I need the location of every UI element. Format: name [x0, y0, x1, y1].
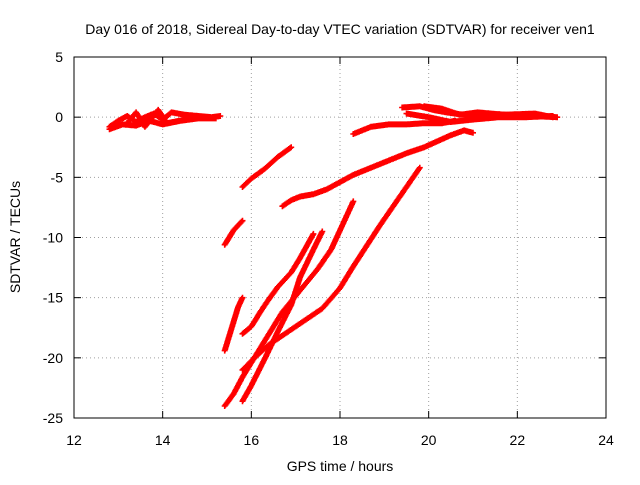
- data-markers: [221, 198, 357, 409]
- data-track-12: [239, 230, 317, 337]
- y-tick-label: -5: [51, 169, 64, 185]
- data-markers: [124, 106, 188, 130]
- data-track-13: [239, 164, 423, 373]
- chart-title: Day 016 of 2018, Sidereal Day-to-day VTE…: [85, 21, 595, 37]
- y-tick-label: -20: [43, 350, 63, 366]
- data-markers: [239, 228, 326, 405]
- y-tick-label: 5: [55, 49, 63, 65]
- data-markers: [239, 144, 295, 190]
- data-track-11: [221, 294, 246, 354]
- data-markers: [239, 230, 317, 337]
- ticks: 12 14 16 18 20 22 24 5 0 -5 -10 -15 -20 -25: [43, 49, 614, 448]
- data-track-3: [124, 106, 188, 130]
- data-track-8: [279, 127, 476, 210]
- x-tick-label: 22: [510, 432, 526, 448]
- series-1: [106, 103, 561, 409]
- y-axis-label: SDTVAR / TECUs: [7, 181, 23, 293]
- data-layer: [106, 103, 561, 409]
- data-track-6: [421, 103, 556, 121]
- data-markers: [279, 127, 476, 210]
- x-tick-label: 12: [66, 432, 82, 448]
- y-tick-label: -25: [43, 410, 63, 426]
- y-tick-label: -15: [43, 290, 63, 306]
- x-tick-label: 24: [598, 432, 614, 448]
- x-tick-label: 16: [244, 432, 260, 448]
- data-markers: [421, 103, 556, 121]
- y-tick-label: -10: [43, 230, 63, 246]
- x-axis-label: GPS time / hours: [287, 458, 394, 474]
- x-tick-label: 18: [332, 432, 348, 448]
- x-tick-label: 20: [421, 432, 437, 448]
- data-track-9: [239, 144, 295, 190]
- data-markers: [221, 294, 246, 354]
- data-track-15: [239, 228, 326, 405]
- data-markers: [350, 117, 459, 137]
- data-markers: [221, 217, 246, 248]
- data-track-7: [350, 117, 459, 137]
- data-markers: [239, 164, 423, 373]
- data-track-14: [221, 198, 357, 409]
- x-tick-label: 14: [155, 432, 171, 448]
- y-tick-label: 0: [55, 109, 63, 125]
- data-track-10: [221, 217, 246, 248]
